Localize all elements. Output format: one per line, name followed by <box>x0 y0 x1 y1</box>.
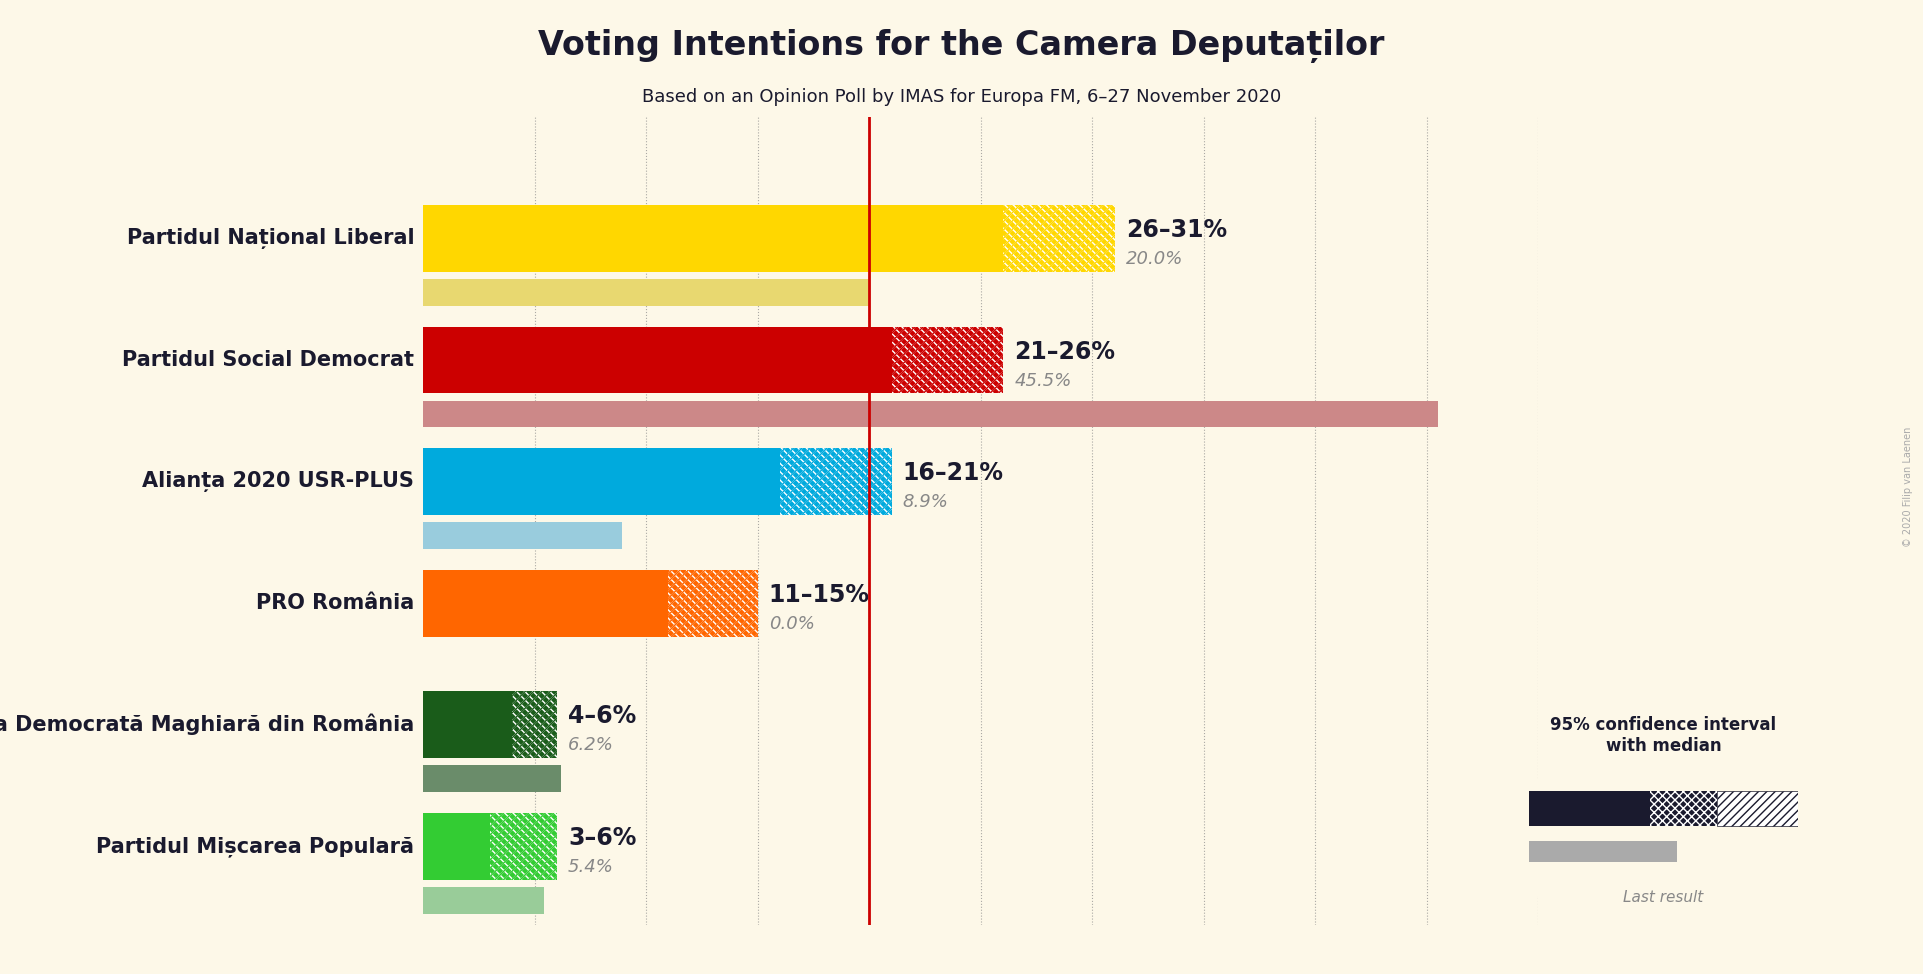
Bar <box>669 570 758 637</box>
Bar <box>892 326 1004 393</box>
Bar <box>423 448 781 515</box>
Text: 45.5%: 45.5% <box>1013 372 1071 390</box>
Bar <box>423 400 1438 428</box>
Text: Voting Intentions for the Camera Deputaților: Voting Intentions for the Camera Deputaț… <box>538 29 1385 63</box>
Bar <box>1529 842 1677 862</box>
Text: © 2020 Filip van Laenen: © 2020 Filip van Laenen <box>1904 427 1913 547</box>
Bar <box>490 813 558 880</box>
Bar <box>423 570 669 637</box>
Bar <box>1529 791 1650 826</box>
Bar <box>423 522 621 549</box>
Text: 0.0%: 0.0% <box>769 615 815 633</box>
Bar <box>1650 791 1717 826</box>
Text: Last result: Last result <box>1623 890 1704 905</box>
Bar <box>781 448 892 515</box>
Text: 5.4%: 5.4% <box>567 858 613 876</box>
Text: Based on an Opinion Poll by IMAS for Europa FM, 6–27 November 2020: Based on an Opinion Poll by IMAS for Eur… <box>642 88 1281 105</box>
Bar <box>423 766 562 792</box>
Bar <box>423 813 490 880</box>
Bar <box>423 205 1004 272</box>
Text: 16–21%: 16–21% <box>902 461 1004 485</box>
Bar <box>423 326 892 393</box>
Bar <box>423 692 512 758</box>
Bar <box>781 448 892 515</box>
Bar <box>1004 205 1115 272</box>
Bar <box>1717 791 1798 826</box>
Text: 21–26%: 21–26% <box>1013 340 1115 363</box>
Text: 8.9%: 8.9% <box>902 493 948 511</box>
Bar <box>669 570 758 637</box>
Text: 11–15%: 11–15% <box>769 582 869 607</box>
Text: 26–31%: 26–31% <box>1125 218 1227 242</box>
Bar <box>512 692 558 758</box>
Bar <box>892 326 1004 393</box>
Text: 95% confidence interval
with median: 95% confidence interval with median <box>1550 716 1777 755</box>
Text: Partidul Social Democrat: Partidul Social Democrat <box>123 350 413 370</box>
Bar <box>490 813 558 880</box>
Text: 4–6%: 4–6% <box>567 704 637 729</box>
Bar <box>1004 205 1115 272</box>
Text: Alianța 2020 USR-PLUS: Alianța 2020 USR-PLUS <box>142 471 413 492</box>
Text: Partidul Național Liberal: Partidul Național Liberal <box>127 228 413 249</box>
Text: Partidul Mișcarea Populară: Partidul Mișcarea Populară <box>96 836 413 856</box>
Text: 20.0%: 20.0% <box>1125 250 1183 268</box>
Bar <box>512 692 558 758</box>
Text: 3–6%: 3–6% <box>567 826 637 849</box>
Bar <box>423 887 544 914</box>
Text: PRO România: PRO România <box>256 593 413 614</box>
Bar <box>423 280 869 306</box>
Text: Uniunea Democrată Maghiară din România: Uniunea Democrată Maghiară din România <box>0 714 413 735</box>
Text: 6.2%: 6.2% <box>567 736 613 755</box>
